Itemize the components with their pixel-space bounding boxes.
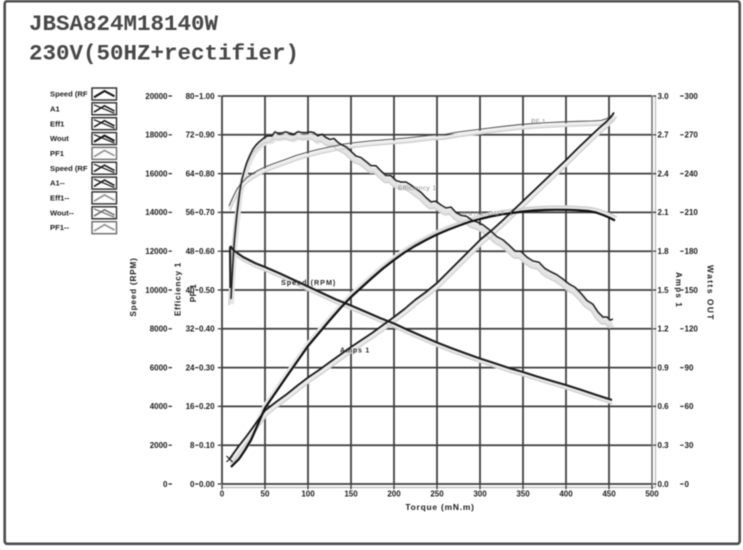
svg-text:Torque (mN.m): Torque (mN.m) [405, 502, 474, 512]
svg-text:300: 300 [685, 92, 699, 101]
svg-text:18000: 18000 [145, 131, 168, 140]
svg-text:150: 150 [685, 286, 699, 295]
svg-text:Speed (RF: Speed (RF [50, 90, 88, 99]
svg-text:10000: 10000 [145, 286, 168, 295]
svg-text:500: 500 [645, 490, 659, 499]
svg-text:0.90: 0.90 [199, 131, 215, 140]
svg-text:0.3: 0.3 [658, 441, 670, 450]
svg-text:56: 56 [186, 208, 195, 217]
svg-text:0.60: 0.60 [199, 247, 215, 256]
svg-text:Watts OUT: Watts OUT [706, 265, 716, 321]
svg-text:2000: 2000 [150, 441, 168, 450]
svg-text:200: 200 [387, 490, 401, 499]
svg-text:0.20: 0.20 [199, 402, 215, 411]
svg-text:16000: 16000 [145, 169, 168, 178]
svg-text:4000: 4000 [150, 402, 168, 411]
svg-text:1.8: 1.8 [658, 247, 670, 256]
svg-text:Efficiency 1: Efficiency 1 [174, 262, 183, 316]
svg-text:350: 350 [516, 490, 530, 499]
svg-text:Wout: Wout [50, 134, 69, 143]
svg-text:0: 0 [220, 490, 225, 499]
svg-text:32: 32 [186, 325, 195, 334]
svg-text:Speed (RF: Speed (RF [50, 164, 88, 173]
svg-text:0: 0 [190, 480, 195, 489]
svg-text:Speed (RPM): Speed (RPM) [281, 278, 336, 287]
svg-text:250: 250 [430, 490, 444, 499]
svg-text:300: 300 [473, 490, 487, 499]
svg-text:PF 1: PF 1 [189, 284, 198, 302]
svg-text:6000: 6000 [150, 363, 168, 372]
svg-text:JBSA824M18140W: JBSA824M18140W [29, 11, 219, 37]
svg-text:2.7: 2.7 [658, 131, 670, 140]
svg-text:20000: 20000 [145, 92, 168, 101]
svg-text:1.5: 1.5 [658, 286, 670, 295]
svg-text:Eff1--: Eff1-- [50, 194, 70, 203]
svg-text:Eff1: Eff1 [50, 119, 65, 128]
svg-text:PF1: PF1 [50, 149, 65, 158]
svg-text:0.80: 0.80 [199, 169, 215, 178]
svg-text:1.00: 1.00 [199, 92, 215, 101]
svg-text:8000: 8000 [150, 325, 168, 334]
svg-text:2.4: 2.4 [658, 169, 670, 178]
svg-text:150: 150 [344, 490, 358, 499]
svg-text:0.40: 0.40 [199, 325, 215, 334]
svg-text:8: 8 [190, 441, 195, 450]
svg-text:1.2: 1.2 [658, 325, 670, 334]
svg-text:Efficiency 1: Efficiency 1 [398, 185, 436, 192]
svg-text:40: 40 [186, 286, 195, 295]
svg-text:A1--: A1-- [50, 179, 65, 188]
svg-text:210: 210 [685, 208, 699, 217]
svg-text:0.9: 0.9 [658, 363, 670, 372]
svg-text:60: 60 [685, 402, 694, 411]
svg-text:64: 64 [186, 169, 195, 178]
svg-text:PF1--: PF1-- [50, 223, 69, 232]
svg-text:0.6: 0.6 [658, 402, 670, 411]
svg-text:Amps 1: Amps 1 [340, 348, 370, 355]
svg-text:16: 16 [186, 402, 195, 411]
svg-text:100: 100 [301, 490, 315, 499]
svg-text:30: 30 [685, 441, 694, 450]
svg-text:0.0: 0.0 [658, 480, 670, 489]
svg-text:0.70: 0.70 [199, 208, 215, 217]
svg-text:72: 72 [186, 131, 195, 140]
svg-text:90: 90 [685, 363, 694, 372]
svg-text:Watts OUT 1: Watts OUT 1 [461, 211, 514, 218]
svg-text:Wout--: Wout-- [50, 208, 74, 217]
svg-text:50: 50 [261, 490, 270, 499]
svg-text:24: 24 [186, 363, 195, 372]
svg-text:0.30: 0.30 [199, 363, 215, 372]
svg-text:Amps 1: Amps 1 [674, 272, 683, 308]
svg-text:120: 120 [685, 325, 699, 334]
svg-text:2.1: 2.1 [658, 208, 670, 217]
svg-text:230V(50HZ+rectifier): 230V(50HZ+rectifier) [29, 41, 299, 67]
svg-text:0.00: 0.00 [199, 480, 215, 489]
svg-text:PF 1: PF 1 [531, 119, 546, 126]
svg-text:A1: A1 [50, 104, 60, 113]
svg-text:0: 0 [163, 480, 168, 489]
svg-text:3.0: 3.0 [658, 92, 670, 101]
svg-text:450: 450 [602, 490, 616, 499]
svg-text:180: 180 [685, 247, 699, 256]
svg-text:270: 270 [685, 131, 699, 140]
svg-text:240: 240 [685, 169, 699, 178]
svg-text:Speed (RPM): Speed (RPM) [129, 257, 138, 316]
svg-text:400: 400 [559, 490, 573, 499]
svg-text:48: 48 [186, 247, 195, 256]
svg-text:0: 0 [685, 480, 690, 489]
svg-text:0.10: 0.10 [199, 441, 215, 450]
svg-text:0.50: 0.50 [199, 286, 215, 295]
svg-text:14000: 14000 [145, 208, 168, 217]
svg-text:12000: 12000 [145, 247, 168, 256]
svg-text:80: 80 [186, 92, 195, 101]
